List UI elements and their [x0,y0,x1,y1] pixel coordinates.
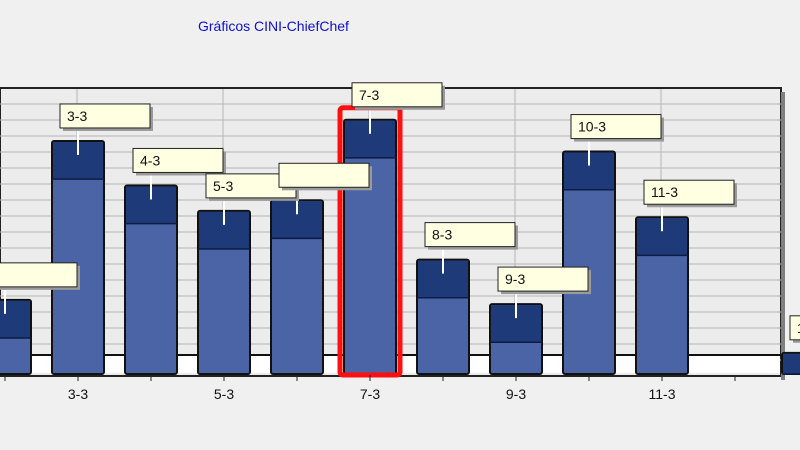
callout-label: 11-3 [651,184,678,200]
x-tick-label: 3-3 [68,386,88,402]
callout-label: 13-3 [797,320,800,336]
x-tick-label: 5-3 [214,386,234,402]
callout-label: 10-3 [578,119,606,135]
x-tick-label: 11-3 [649,386,676,402]
callout-label: 9-3 [505,271,525,287]
callout-box [0,262,78,288]
callout-box [497,266,589,292]
callout-box [132,147,224,173]
callout-label: 8-3 [432,227,452,243]
callout-box [643,179,735,205]
callout-label: 5-3 [213,178,233,194]
plot-area-shadow [781,92,785,380]
callout-labels: 3-3 4-3 5-3 7-3 8-3 9-3 10-3 11-3 13-3 [0,82,800,343]
bar-error-band [783,353,800,374]
x-tick-label: 7-3 [360,386,380,402]
chart-title: Gráficos CINI-ChiefChef [198,18,349,34]
callout-box [59,103,151,129]
callout-box [424,222,516,248]
callout-box [789,315,800,341]
callout-label: 4-3 [140,152,160,168]
callout-box [351,82,443,108]
callout-label: 7-3 [359,87,379,103]
callout-box [570,114,662,140]
x-tick-label: 9-3 [506,386,526,402]
x-axis: 3-3 5-3 7-3 9-3 11-3 [4,375,736,402]
callout-box [278,162,370,188]
callout-label: 3-3 [67,108,87,124]
